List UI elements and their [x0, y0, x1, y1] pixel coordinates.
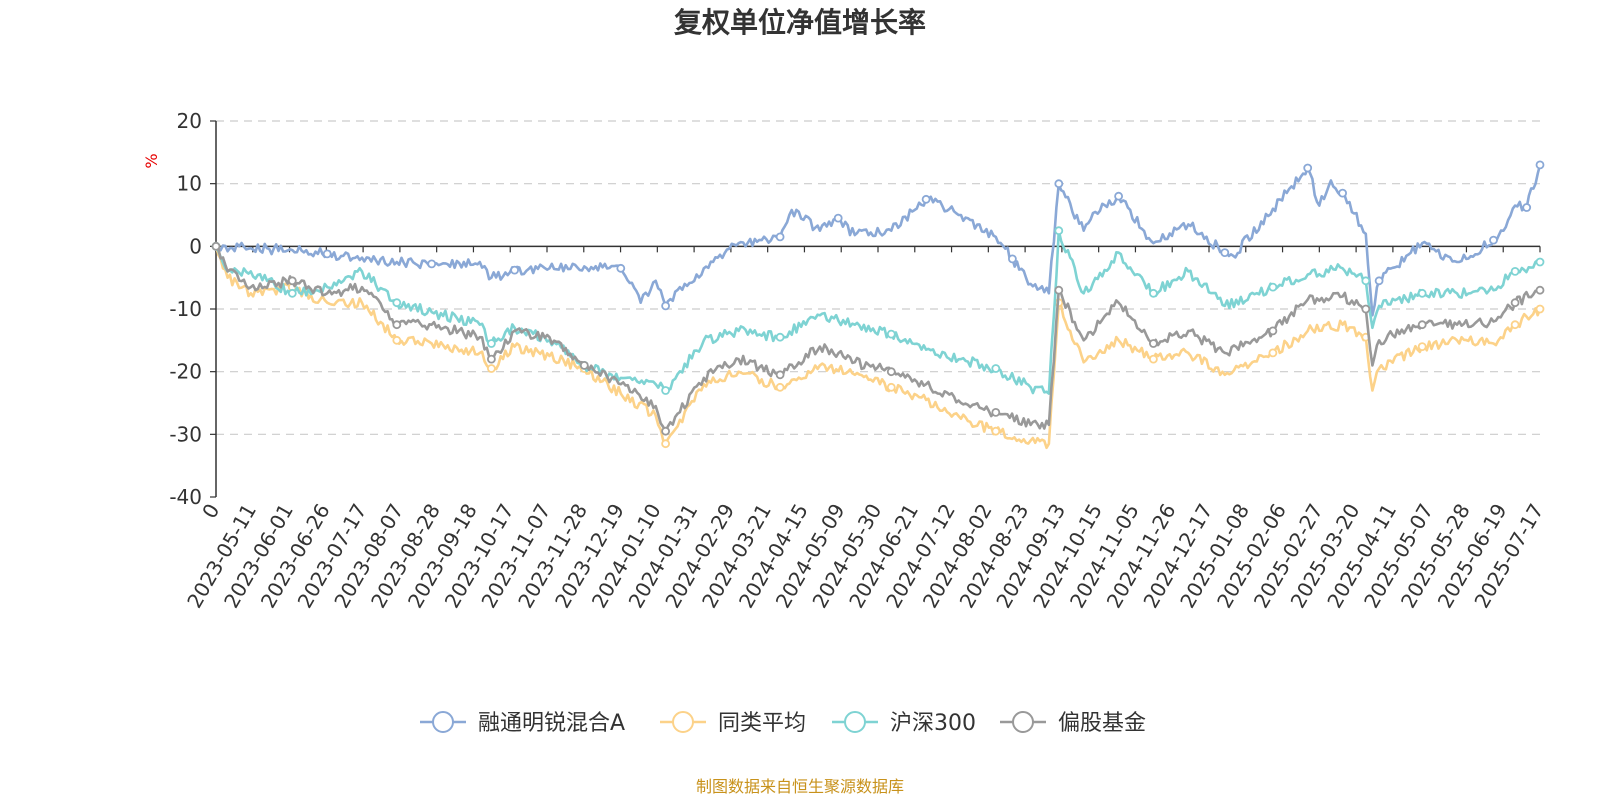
series-point	[1054, 285, 1064, 295]
legend-swatch-icon	[672, 711, 694, 733]
series-lines	[211, 160, 1545, 450]
series-point	[1361, 276, 1371, 286]
series-point	[1220, 248, 1230, 258]
y-tick-label: -40	[169, 485, 202, 509]
legend-label: 偏股基金	[1058, 711, 1146, 736]
y-tick-label: -30	[169, 422, 202, 446]
legend-swatch-icon	[1012, 711, 1034, 733]
series-line	[215, 164, 1542, 317]
series-point	[1535, 285, 1545, 295]
series-point	[1361, 304, 1371, 314]
series-point	[1535, 304, 1545, 314]
legend-label: 同类平均	[718, 711, 806, 736]
series-point	[392, 298, 402, 308]
series-point	[1303, 163, 1313, 173]
series-line	[214, 245, 1542, 450]
series-point	[1054, 226, 1064, 236]
x-axis-ticks: 02023-05-112023-06-012023-06-262023-07-1…	[182, 246, 1548, 612]
series-point	[1489, 235, 1498, 245]
series-point	[322, 249, 332, 259]
series-point	[1054, 179, 1064, 189]
y-tick-label: 0	[189, 234, 202, 258]
series-point	[886, 382, 896, 392]
series-point	[661, 386, 670, 395]
y-tick-label: 10	[177, 172, 202, 196]
series-point	[775, 332, 785, 342]
series-point	[775, 232, 785, 242]
series-point	[1008, 254, 1017, 264]
series-point	[579, 360, 589, 370]
series-point	[886, 329, 896, 339]
x-tick-label: 0	[197, 500, 224, 523]
gridlines	[216, 120, 1540, 435]
series-point	[1417, 288, 1427, 298]
series-point	[1114, 191, 1123, 201]
series-point	[661, 426, 670, 436]
legend-item[interactable]: 沪深300	[832, 711, 976, 736]
series-point	[1510, 298, 1520, 308]
legend-item[interactable]: 融通明锐混合A	[420, 711, 625, 736]
series-point	[287, 288, 297, 298]
series-point	[486, 339, 496, 348]
series-point	[1338, 188, 1347, 198]
series-line	[214, 229, 1541, 395]
series-point	[1510, 320, 1520, 330]
series-point	[287, 276, 297, 286]
series-line	[215, 245, 1541, 433]
series-point	[991, 407, 1001, 417]
legend-label: 融通明锐混合A	[478, 711, 625, 736]
series-point	[1510, 266, 1520, 276]
legend-swatch-icon	[432, 711, 454, 733]
series-point	[991, 364, 1001, 373]
series-point	[661, 439, 670, 449]
series-point	[886, 367, 896, 377]
legend-label: 沪深300	[890, 711, 976, 736]
legend[interactable]: 融通明锐混合A 同类平均 沪深300 偏股基金	[420, 711, 1146, 736]
legend-swatch-icon	[844, 711, 866, 733]
series-point	[833, 213, 843, 223]
series-point	[1535, 160, 1545, 170]
y-axis-unit-label: %	[142, 153, 161, 168]
y-tick-label: 20	[177, 109, 202, 133]
series-point	[1268, 348, 1278, 358]
data-source-note: 制图数据来自恒生聚源数据库	[696, 777, 904, 796]
legend-item[interactable]: 偏股基金	[1000, 711, 1146, 736]
series-point	[1149, 288, 1158, 298]
series-point	[1522, 203, 1532, 212]
series-point	[1417, 320, 1427, 330]
series-point	[1268, 282, 1278, 292]
series-point	[1535, 257, 1545, 267]
series-point	[1417, 342, 1427, 352]
y-axis-ticks: 20 10 0 -10 -20 -30 -40	[169, 109, 216, 509]
chart-title: 复权单位净值增长率	[674, 6, 926, 39]
series-point	[392, 335, 402, 345]
series-point	[1374, 276, 1384, 286]
series-point	[616, 263, 626, 273]
series-point	[775, 370, 785, 380]
series-point	[211, 241, 221, 251]
series-point	[1149, 354, 1158, 364]
series-point	[1268, 326, 1278, 336]
y-tick-label: -20	[169, 360, 202, 384]
legend-item[interactable]: 同类平均	[660, 711, 806, 736]
series-point	[991, 426, 1001, 436]
series-point	[921, 194, 931, 204]
series-point	[392, 320, 402, 330]
series-point	[775, 382, 785, 392]
series-point	[510, 265, 519, 275]
series-point	[486, 354, 496, 364]
y-tick-label: -10	[169, 297, 202, 321]
series-point	[661, 301, 670, 311]
series-point	[427, 259, 437, 269]
series-point	[486, 364, 496, 373]
series-point	[1149, 339, 1158, 348]
